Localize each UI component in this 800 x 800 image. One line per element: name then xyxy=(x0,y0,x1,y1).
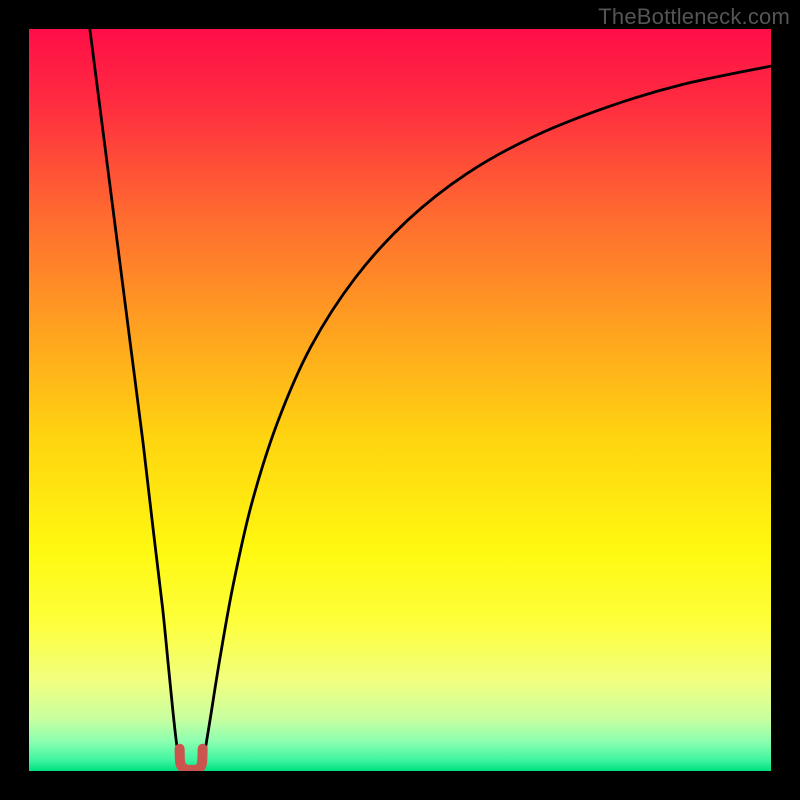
watermark-text: TheBottleneck.com xyxy=(598,4,790,30)
plot-background xyxy=(29,29,771,771)
chart-stage: TheBottleneck.com xyxy=(0,0,800,800)
bottleneck-gradient-chart xyxy=(0,0,800,800)
